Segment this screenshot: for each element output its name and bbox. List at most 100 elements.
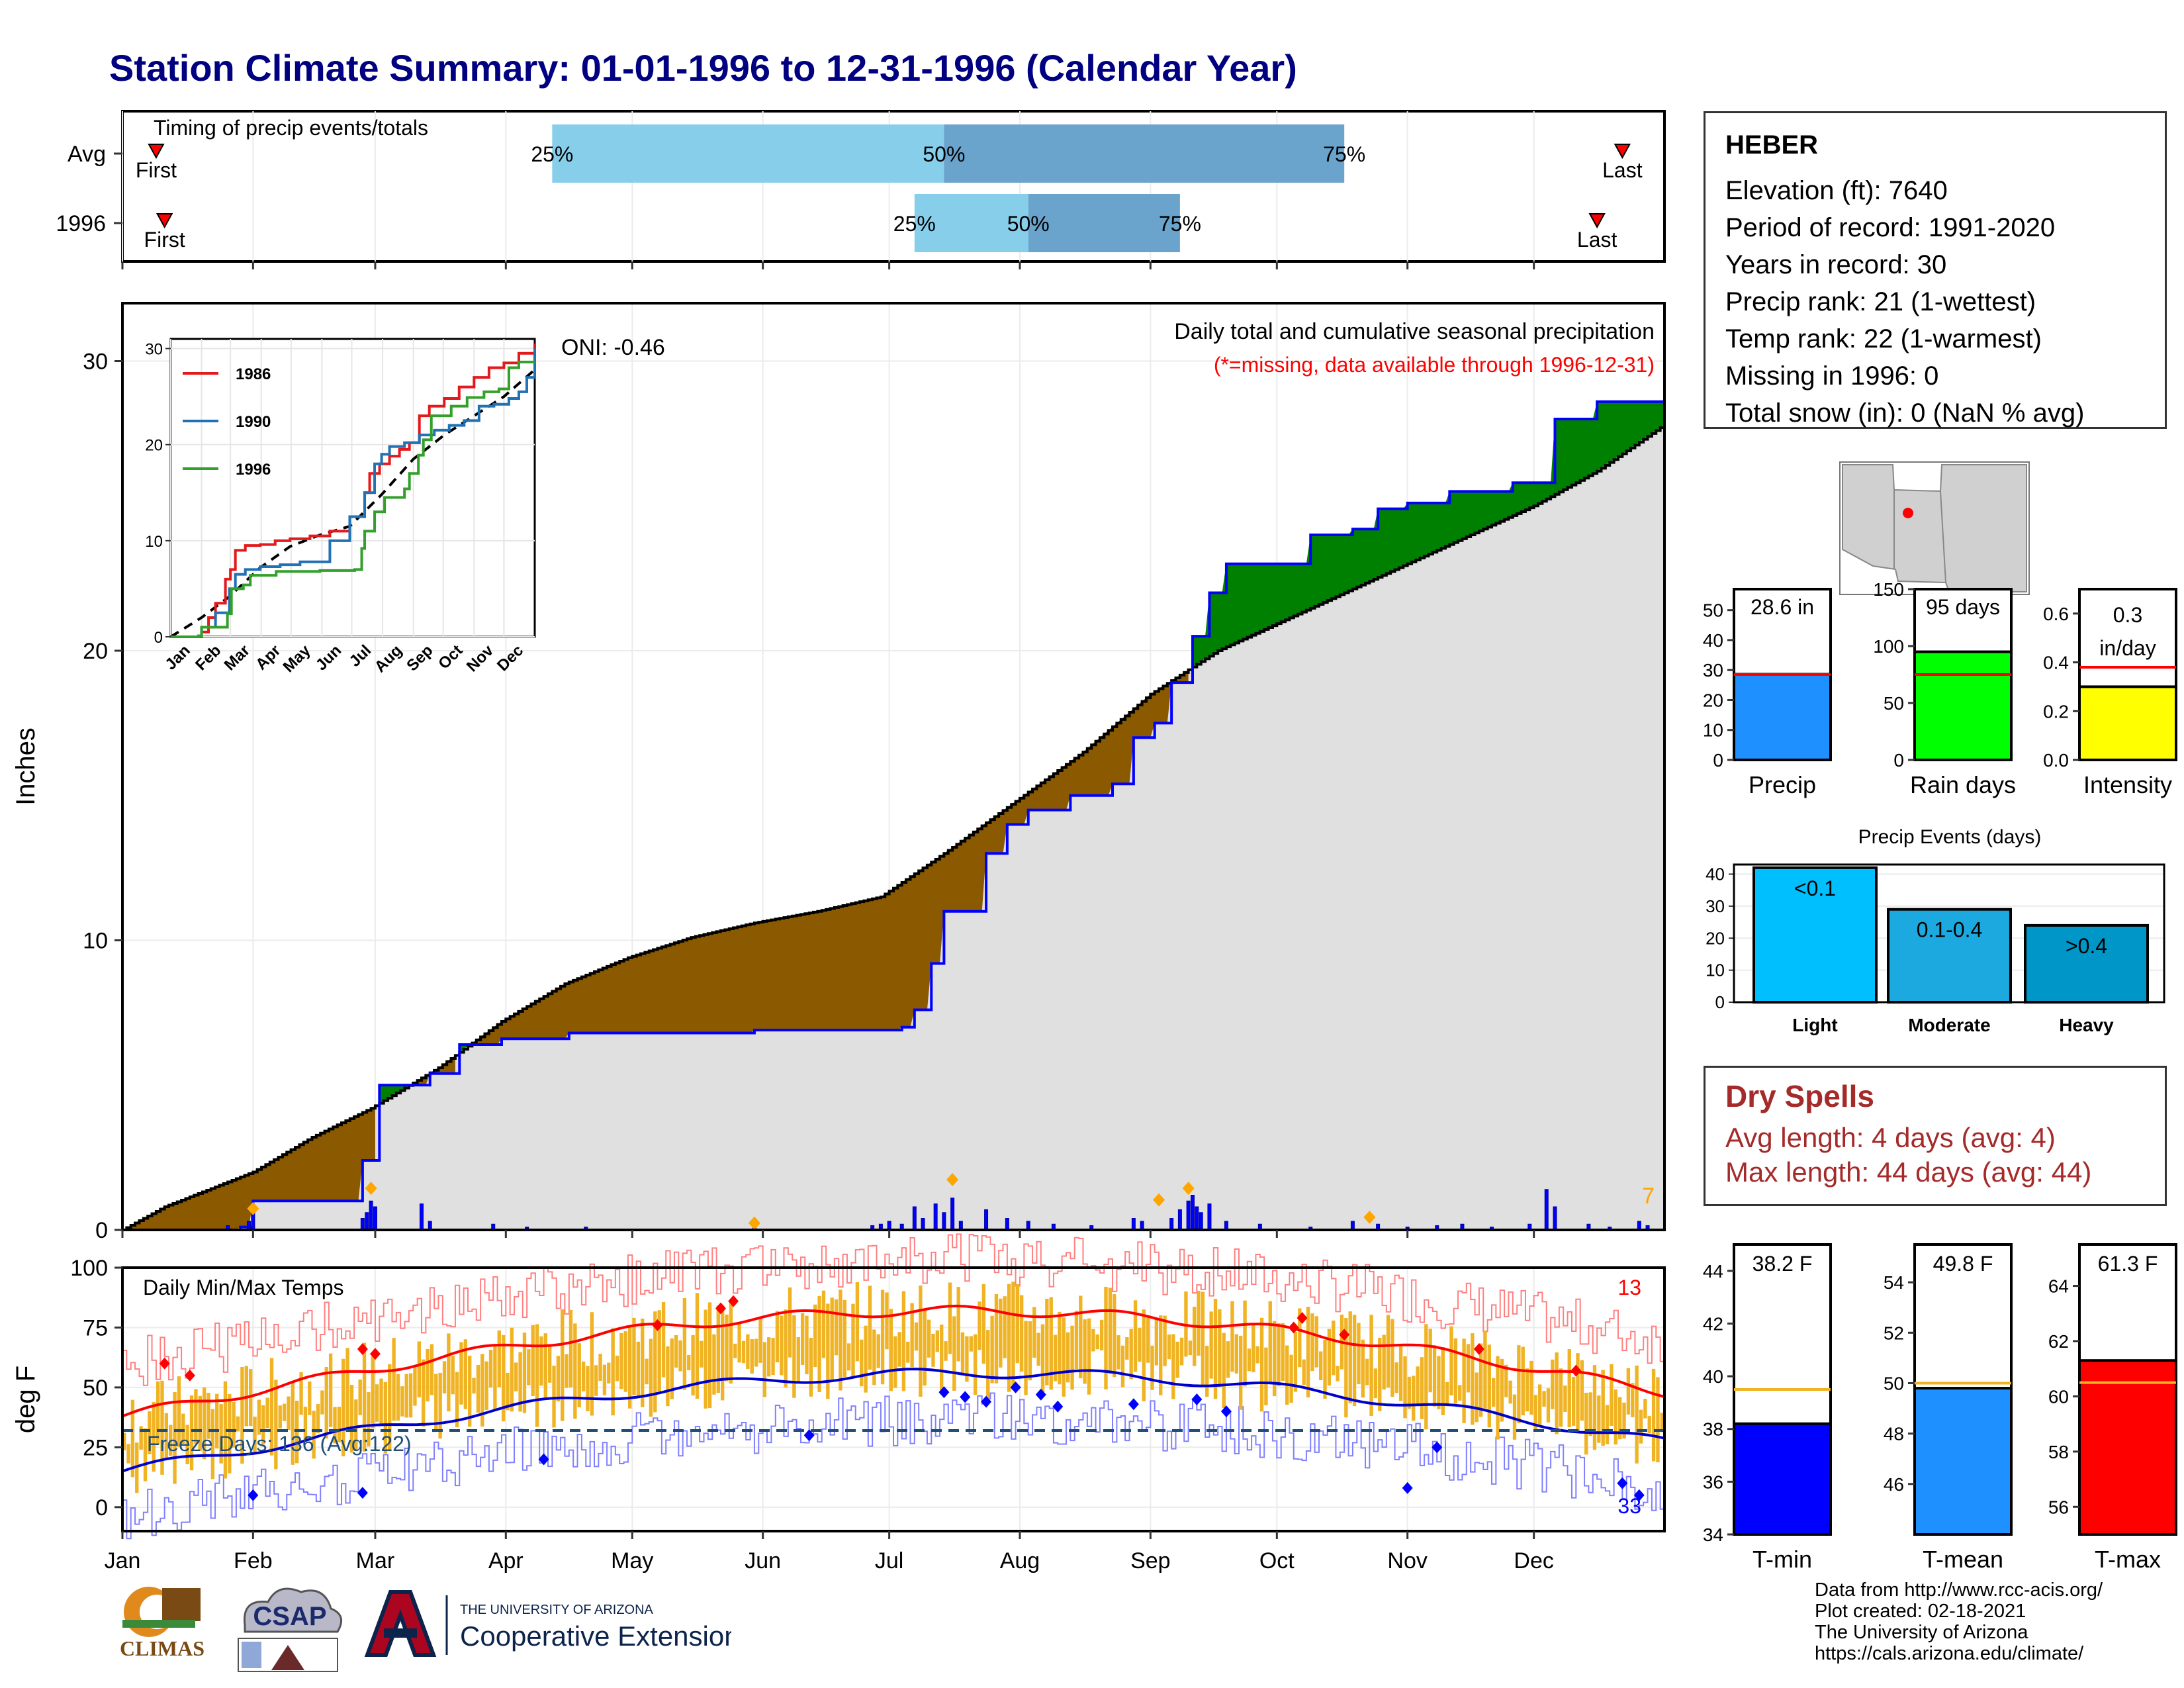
daily-temp-bar xyxy=(1386,1315,1390,1388)
daily-temp-bar xyxy=(994,1293,999,1383)
daily-temp-bar xyxy=(480,1354,484,1427)
daily-temp-bar xyxy=(210,1409,215,1479)
daily-temp-bar xyxy=(619,1333,623,1389)
daily-temp-bar xyxy=(253,1417,257,1455)
daily-temp-bar xyxy=(345,1348,349,1432)
daily-temp-bar xyxy=(408,1373,413,1418)
daily-temp-bar xyxy=(1003,1296,1007,1358)
daily-temp-bar xyxy=(1348,1311,1352,1403)
daily-temp-bar xyxy=(851,1303,855,1377)
daily-precip-bar xyxy=(921,1218,925,1231)
timing-last-marker xyxy=(1614,144,1631,160)
daily-temp-bar xyxy=(1538,1384,1542,1425)
temp-gauge-y-tick-label: 52 xyxy=(1884,1323,1904,1343)
daily-temp-bar xyxy=(413,1367,417,1406)
gauge-value-label: 95 days xyxy=(1926,595,2000,619)
record-high-marker xyxy=(1297,1311,1308,1324)
climas-logo-text: CLIMAS xyxy=(120,1636,205,1660)
station-line: Years in record: 30 xyxy=(1725,250,1947,279)
daily-temp-bar xyxy=(1601,1370,1605,1446)
daily-temp-bar xyxy=(400,1386,404,1417)
daily-temp-bar xyxy=(1108,1288,1113,1374)
daily-temp-bar xyxy=(1656,1377,1660,1463)
daily-temp-bar xyxy=(1327,1329,1332,1386)
temp-gauge-value-label: 61.3 F xyxy=(2098,1252,2158,1276)
daily-temp-bar xyxy=(1592,1365,1597,1450)
temp-y-axis-label: deg F xyxy=(11,1366,40,1433)
month-x-label: Feb xyxy=(234,1548,273,1573)
csap-logo: CSAP xyxy=(232,1579,351,1678)
daily-temp-bar xyxy=(371,1356,375,1429)
daily-temp-bar xyxy=(278,1405,282,1429)
daily-temp-bar xyxy=(1036,1333,1040,1366)
daily-temp-bar xyxy=(506,1372,510,1411)
daily-temp-bar xyxy=(636,1341,641,1399)
temp-gauge-y-tick-label: 46 xyxy=(1884,1474,1904,1495)
daily-temp-bar xyxy=(1584,1393,1588,1455)
daily-temp-bar xyxy=(434,1374,438,1430)
record-high-marker xyxy=(1288,1321,1299,1334)
daily-temp-bar xyxy=(404,1374,408,1418)
station-location-marker xyxy=(1903,508,1913,518)
temp-gauge-value-label: 38.2 F xyxy=(1752,1252,1813,1276)
daily-temp-bar xyxy=(1580,1360,1584,1421)
normal-tmax-line xyxy=(122,1304,1665,1418)
daily-temp-bar xyxy=(1546,1388,1551,1423)
daily-temp-bar xyxy=(834,1299,839,1356)
daily-temp-bar xyxy=(944,1341,948,1361)
daily-temp-bar xyxy=(733,1343,737,1358)
daily-temp-bar xyxy=(1133,1300,1138,1372)
daily-precip-bar xyxy=(369,1200,373,1231)
daily-temp-bar xyxy=(215,1393,219,1449)
gauge-value-bar xyxy=(1733,673,1832,761)
daily-temp-bar xyxy=(1074,1310,1079,1370)
daily-precip-bar xyxy=(1190,1195,1195,1231)
temp-gauge-y-tick-label: 50 xyxy=(1884,1373,1904,1393)
daily-temp-bar xyxy=(1394,1362,1398,1393)
record-low-marker xyxy=(1402,1481,1413,1494)
daily-temp-bar xyxy=(522,1333,527,1413)
gauge-y-tick-label: 0.2 xyxy=(2043,701,2069,722)
daily-temp-bar xyxy=(1188,1340,1192,1356)
daily-temp-bar xyxy=(333,1407,337,1444)
credit-line: Data from http://www.rcc-acis.org/ xyxy=(1815,1579,2103,1601)
record-precip-marker xyxy=(365,1182,377,1196)
timing-first-label: First xyxy=(136,158,177,182)
event-bar-label: 0.1-0.4 xyxy=(1917,918,1983,942)
daily-temp-bar xyxy=(1521,1346,1525,1416)
daily-temp-bar xyxy=(1277,1323,1281,1387)
daily-temp-bar xyxy=(586,1366,590,1411)
daily-temp-bar xyxy=(872,1329,876,1385)
timing-row-label: 1996 xyxy=(56,211,106,236)
temp-gauge-y-tick-label: 56 xyxy=(2048,1497,2069,1517)
temp-gauge-y-tick-label: 34 xyxy=(1703,1524,1723,1545)
daily-temp-bar xyxy=(758,1318,762,1363)
daily-temp-bar xyxy=(813,1304,817,1368)
daily-precip-bar xyxy=(360,1218,365,1231)
record-low-line xyxy=(122,1392,1664,1540)
daily-temp-bar xyxy=(1019,1295,1024,1372)
daily-temp-bar xyxy=(173,1392,177,1484)
daily-temp-bar xyxy=(860,1339,864,1387)
timing-row-label: Avg xyxy=(68,142,106,167)
event-category-label: Heavy xyxy=(2059,1015,2114,1035)
month-x-label: Oct xyxy=(1259,1548,1295,1573)
daily-temp-bar xyxy=(468,1356,472,1427)
daily-temp-bar xyxy=(1306,1307,1310,1398)
daily-temp-bar xyxy=(1382,1335,1386,1390)
daily-temp-bar xyxy=(295,1400,299,1464)
credit-line: Plot created: 02-18-2021 xyxy=(1815,1601,2026,1622)
daily-precip-bar xyxy=(1199,1212,1203,1231)
daily-temp-bar xyxy=(716,1305,720,1393)
daily-temp-bar xyxy=(367,1392,371,1446)
daily-temp-bar xyxy=(725,1314,729,1382)
daily-temp-bar xyxy=(1336,1366,1340,1382)
daily-temp-bar xyxy=(194,1389,198,1444)
daily-temp-bar xyxy=(1209,1311,1213,1379)
timing-first-marker xyxy=(148,144,165,160)
station-name: HEBER xyxy=(1725,130,1819,160)
daily-temp-bar xyxy=(379,1378,383,1425)
daily-temp-bar xyxy=(202,1387,206,1460)
freeze-days-label: Freeze Days: 136 (Avg:122) xyxy=(147,1432,412,1456)
record-low-marker xyxy=(1128,1398,1139,1411)
